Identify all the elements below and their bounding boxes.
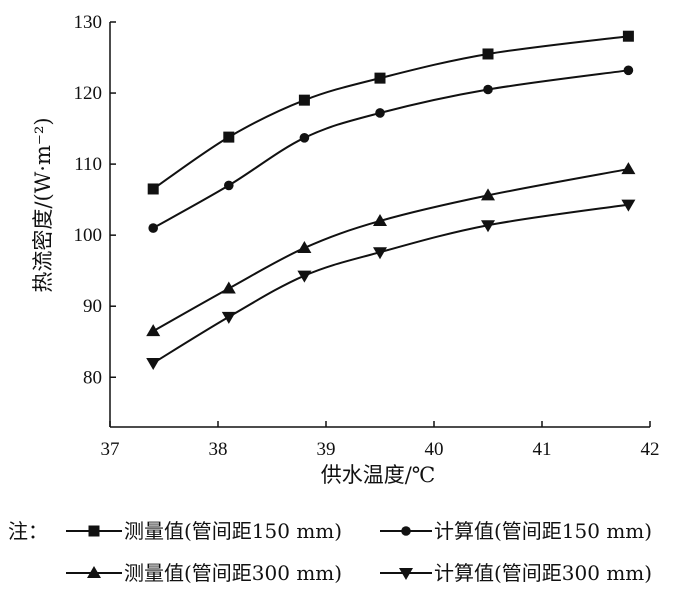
x-tick-label: 41 [533, 439, 552, 460]
data-point [224, 180, 234, 191]
data-point [147, 183, 159, 195]
data-point [373, 247, 387, 260]
data-point [622, 30, 634, 42]
data-point [623, 65, 634, 76]
data-point [223, 131, 235, 143]
y-axis-label: 热流密度/(W·m⁻²) [31, 117, 55, 292]
data-point [483, 84, 493, 95]
legend-marker [88, 525, 100, 537]
data-point [621, 199, 636, 212]
data-point [221, 281, 236, 294]
data-point [298, 94, 310, 106]
data-point [375, 108, 385, 118]
legend-marker [401, 526, 411, 536]
legend-marker [87, 566, 101, 578]
y-tick-label: 80 [83, 367, 102, 388]
series-layer [146, 30, 636, 371]
data-point [482, 48, 494, 60]
x-tick-label: 38 [209, 439, 228, 460]
axes: 37 38 39 40 41 42 80 90 100 110 120 130 [74, 12, 660, 460]
x-tick-label: 39 [317, 439, 336, 460]
data-point [221, 311, 236, 324]
series-line [152, 69, 629, 229]
y-tick-label: 110 [74, 154, 102, 175]
legend-item-2: 计算值(管间距150 mm) [380, 519, 652, 543]
data-point [297, 270, 312, 283]
data-point [297, 240, 312, 253]
legend: 注： 测量值(管间距150 mm) 计算值(管间距150 mm) 测量值(管间距30… [8, 519, 652, 585]
legend-item-3: 测量值(管间距300 mm) [66, 561, 342, 585]
data-point [299, 133, 310, 143]
data-point [373, 213, 387, 226]
data-point [621, 162, 636, 175]
legend-item-4: 计算值(管间距300 mm) [380, 561, 652, 585]
legend-label: 计算值(管间距300 mm) [434, 561, 652, 585]
x-tick-label: 40 [425, 439, 444, 460]
series-4 [146, 199, 636, 371]
y-tick-label: 120 [74, 83, 103, 104]
series-line [152, 203, 629, 364]
legend-prefix: 注： [8, 519, 48, 543]
x-tick-label: 42 [641, 439, 660, 460]
series-1 [147, 30, 634, 195]
data-point [481, 188, 495, 201]
x-tick-label: 37 [101, 439, 120, 460]
series-2 [148, 65, 634, 233]
x-axis-label: 供水温度/℃ [321, 463, 436, 487]
series-line [152, 35, 629, 190]
data-point [374, 72, 386, 84]
legend-label: 测量值(管间距150 mm) [124, 519, 342, 543]
data-point [148, 223, 158, 233]
legend-item-1: 测量值(管间距150 mm) [66, 519, 342, 543]
legend-label: 测量值(管间距300 mm) [124, 561, 342, 585]
data-point [146, 324, 161, 337]
y-tick-label: 100 [74, 225, 103, 246]
legend-marker [399, 568, 413, 580]
series-3 [146, 162, 636, 337]
data-point [481, 220, 495, 233]
y-tick-label: 130 [74, 12, 103, 33]
y-tick-label: 90 [83, 296, 102, 317]
data-point [146, 358, 161, 371]
legend-label: 计算值(管间距150 mm) [434, 519, 652, 543]
